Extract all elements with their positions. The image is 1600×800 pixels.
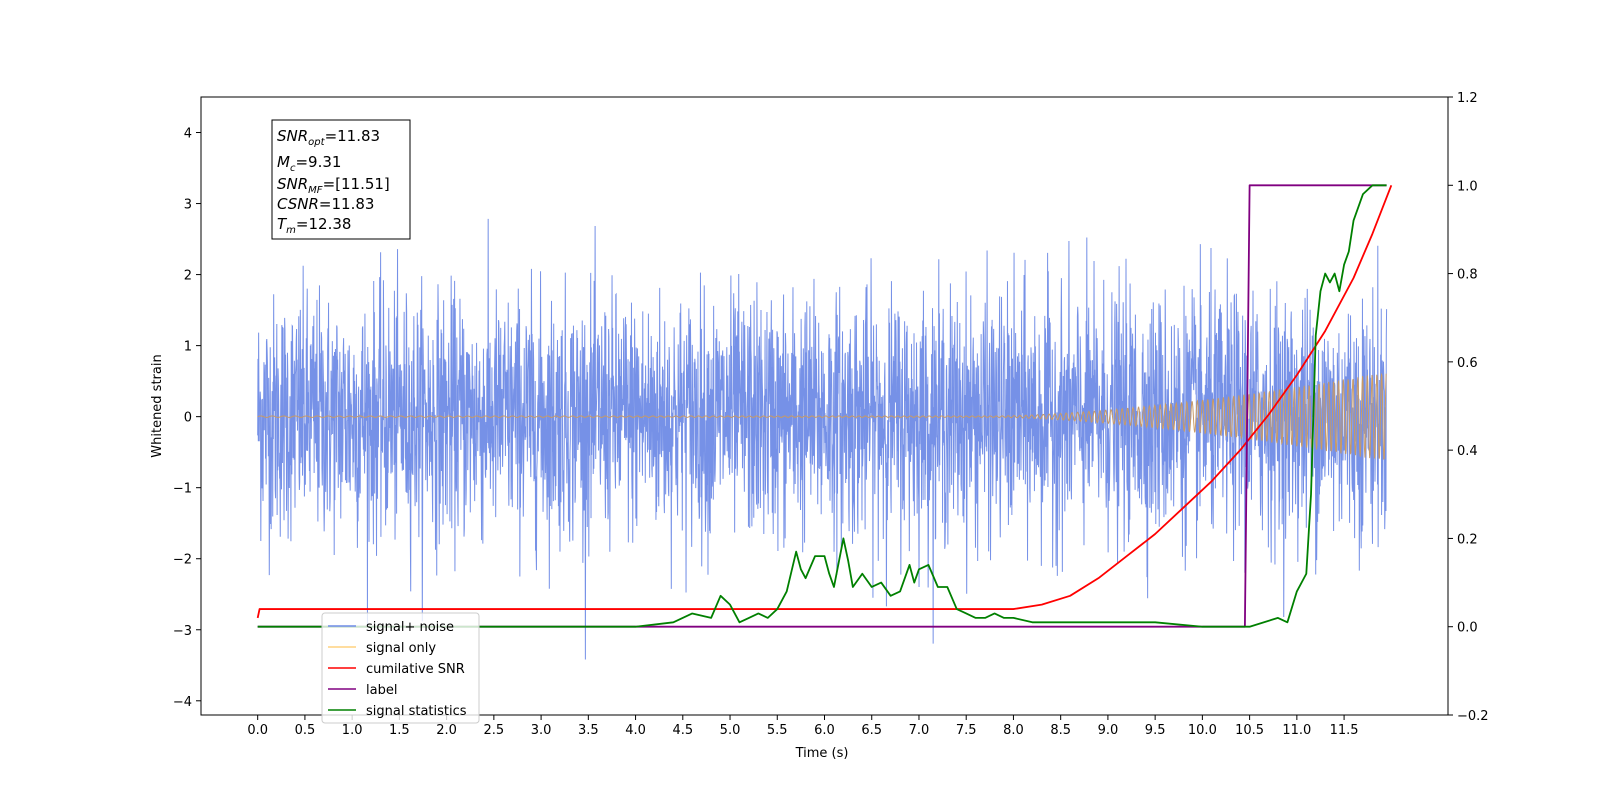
y-left-tick-label: 3	[184, 198, 192, 213]
x-tick-label: 2.0	[436, 723, 457, 738]
x-axis-ticks: 0.0 0.5 1.0 1.5 2.0 2.5 3.0 3.5 4.0 4.5 5.0 5.5 6.0 6…	[247, 715, 1359, 738]
signal-noise-series	[257, 218, 1388, 660]
x-tick-label: 3.5	[578, 723, 599, 738]
y-right-tick-label: 0.4	[1457, 444, 1478, 459]
svg-text:label: label	[366, 683, 397, 698]
stat-csnr: 11.83	[332, 195, 375, 213]
x-tick-label: 7.0	[909, 723, 930, 738]
svg-text:SNRMF=[11.51]: SNRMF=[11.51]	[277, 175, 390, 196]
label-line	[257, 184, 1387, 628]
x-tick-label: 7.5	[956, 723, 977, 738]
stat-mc: 9.31	[308, 153, 341, 171]
stat-snr-opt: 11.83	[337, 127, 380, 145]
x-tick-label: 1.5	[389, 723, 410, 738]
legend-item-cumulative-snr: cumilative SNR	[328, 662, 465, 677]
legend-item-label: label	[328, 683, 397, 698]
svg-text:signal statistics: signal statistics	[366, 704, 467, 719]
y-left-tick-label: −3	[173, 624, 192, 639]
y-right-tick-label: 1.2	[1457, 91, 1478, 106]
x-tick-label: 8.0	[1003, 723, 1024, 738]
y-axis-label: Whitened strain	[150, 354, 165, 457]
x-tick-label: 2.5	[484, 723, 505, 738]
y-left-tick-label: 0	[184, 411, 192, 426]
svg-text:Mc=9.31: Mc=9.31	[277, 153, 341, 174]
y-left-tick-label: −2	[173, 553, 192, 568]
svg-text:signal+ noise: signal+ noise	[366, 620, 454, 635]
x-tick-label: 11.0	[1282, 723, 1311, 738]
right-axis-series	[256, 184, 1393, 628]
signal-statistics-line	[257, 184, 1387, 628]
y-axis-right-ticks: 1.2 1.0 0.8 0.6 0.4 0.2 0.0 −0.2	[1448, 91, 1489, 724]
x-tick-label: 4.5	[672, 723, 693, 738]
x-tick-label: 6.5	[861, 723, 882, 738]
x-tick-label: 9.0	[1098, 723, 1119, 738]
x-tick-label: 5.5	[767, 723, 788, 738]
svg-text:CSNR=11.83: CSNR=11.83	[277, 195, 374, 213]
signal-only-line	[257, 372, 1387, 461]
signal-noise-line	[257, 218, 1388, 660]
x-tick-label: 5.0	[720, 723, 741, 738]
y-left-tick-label: 1	[184, 340, 192, 355]
legend: signal+ noise signal only cumilative SNR…	[321, 612, 480, 724]
y-right-tick-label: 0.8	[1457, 268, 1478, 283]
y-left-tick-label: 4	[184, 127, 192, 142]
svg-text:cumilative SNR: cumilative SNR	[366, 662, 465, 677]
x-tick-label: 9.5	[1145, 723, 1166, 738]
legend-item-signal-only: signal only	[328, 641, 436, 656]
svg-text:SNRopt=11.83: SNRopt=11.83	[277, 127, 380, 148]
x-tick-label: 10.5	[1235, 723, 1264, 738]
y-right-tick-label: 0.6	[1457, 356, 1478, 371]
x-tick-label: 3.0	[531, 723, 552, 738]
y-left-tick-label: −4	[173, 695, 192, 710]
svg-text:Tm=12.38: Tm=12.38	[277, 215, 351, 236]
stats-box: SNRopt=11.83 Mc=9.31 SNRMF=[11.51] CSNR=…	[271, 119, 411, 240]
svg-text:signal only: signal only	[366, 641, 436, 656]
y-right-tick-label: 0.0	[1457, 621, 1478, 636]
y-right-tick-label: 1.0	[1457, 179, 1478, 194]
x-tick-label: 8.5	[1050, 723, 1071, 738]
y-left-tick-label: 2	[184, 269, 192, 284]
x-axis-label: Time (s)	[795, 746, 849, 761]
x-tick-label: 0.0	[247, 723, 268, 738]
x-tick-label: 4.0	[625, 723, 646, 738]
stat-snr-mf: [11.51]	[335, 175, 390, 193]
x-tick-label: 0.5	[295, 723, 316, 738]
legend-item-signal-statistics: signal statistics	[328, 704, 467, 719]
y-left-tick-label: −1	[173, 482, 192, 497]
x-tick-label: 10.0	[1188, 723, 1217, 738]
x-tick-label: 1.0	[342, 723, 363, 738]
stat-tm: 12.38	[309, 215, 352, 233]
signal-only-series	[257, 372, 1387, 461]
x-tick-label: 11.5	[1330, 723, 1359, 738]
legend-item-signal-noise: signal+ noise	[328, 620, 454, 635]
y-right-tick-label: 0.2	[1457, 532, 1478, 547]
x-tick-label: 6.0	[814, 723, 835, 738]
y-axis-left-ticks: 4 3 2 1 0 −1 −2 −3 −4	[173, 127, 201, 710]
cumulative-snr-line	[256, 184, 1393, 619]
y-right-tick-label: −0.2	[1457, 709, 1489, 724]
